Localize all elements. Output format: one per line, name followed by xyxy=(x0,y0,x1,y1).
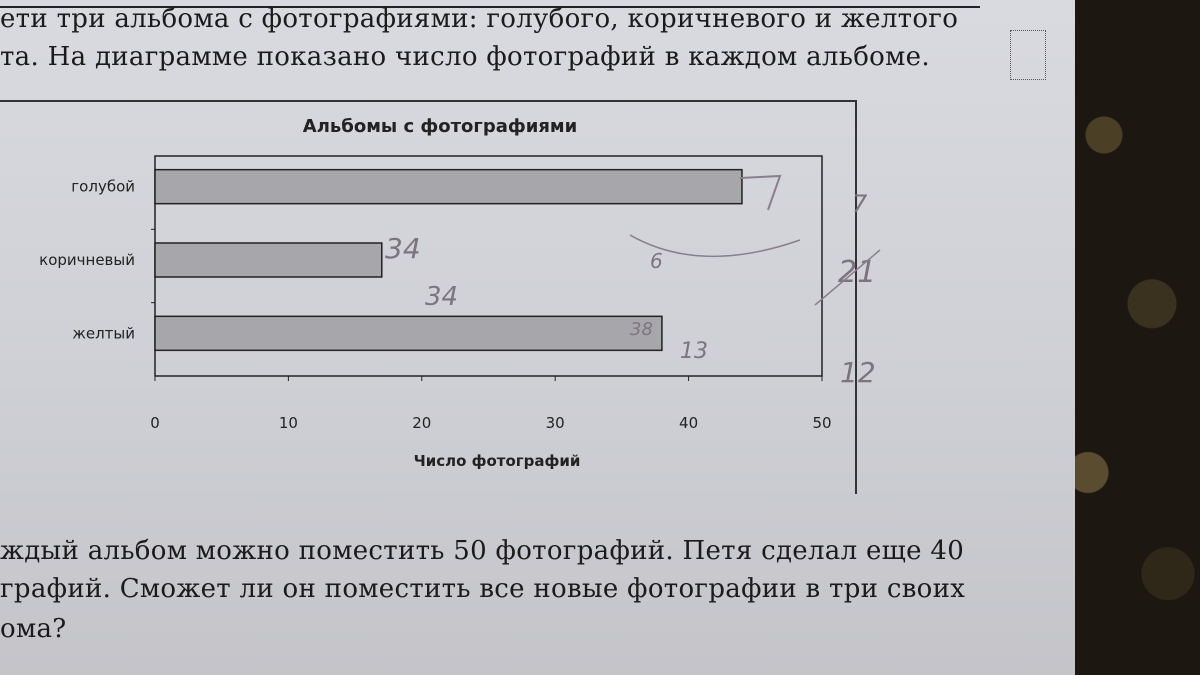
chart-title: Альбомы с фотографиями xyxy=(303,116,577,137)
x-axis-ticks: 0 10 20 30 40 50 xyxy=(150,376,832,432)
category-label-0: голубой xyxy=(71,178,135,196)
header-rule xyxy=(0,6,980,8)
worksheet-page: ети три альбома с фотографиями: голубого… xyxy=(0,0,1075,675)
chart-frame xyxy=(0,100,857,494)
pencil-mark-38: 38 xyxy=(630,319,653,340)
task-text-line-3: ждый альбом можно поместить 50 фотографи… xyxy=(0,536,965,566)
category-label-2: желтый xyxy=(72,324,135,342)
pencil-mark-12: 12 xyxy=(840,356,876,389)
answer-box xyxy=(1010,30,1046,80)
category-labels: голубой коричневый желтый xyxy=(39,178,155,342)
x-tick-label-4: 40 xyxy=(679,414,698,432)
x-tick-label-2: 20 xyxy=(412,414,431,432)
bar-1 xyxy=(154,242,383,278)
task-text-line-5: ома? xyxy=(0,614,67,644)
pencil-mark-13: 13 xyxy=(680,339,708,364)
bar-2 xyxy=(154,315,663,352)
pencil-mark-43: 6 xyxy=(650,249,663,273)
x-tick-label-3: 30 xyxy=(546,414,565,432)
bar-0 xyxy=(154,168,743,205)
bars-group xyxy=(154,168,743,352)
pencil-marks: 6 34 34 38 13 7 21 21 12 xyxy=(385,174,881,389)
x-tick-label-5: 50 xyxy=(812,414,831,432)
task-text-line-2: та. На диаграмме показано число фотограф… xyxy=(0,42,930,72)
category-label-1: коричневый xyxy=(39,251,135,269)
pencil-mark-7: 7 xyxy=(852,190,868,218)
task-text-line-4: графий. Сможет ли он поместить все новые… xyxy=(0,574,966,604)
x-tick-label-1: 10 xyxy=(279,414,298,432)
pencil-mark-34-side: 21 xyxy=(838,255,876,290)
task-text-line-1: ети три альбома с фотографиями: голубого… xyxy=(0,4,959,34)
pencil-mark-6: 34 xyxy=(385,232,421,265)
bar-chart: Альбомы с фотографиями голубой коричневый… xyxy=(39,116,881,470)
x-axis-label: Число фотографий xyxy=(414,452,581,470)
pencil-mark-34: 34 xyxy=(425,282,458,312)
x-tick-label-0: 0 xyxy=(150,414,160,432)
